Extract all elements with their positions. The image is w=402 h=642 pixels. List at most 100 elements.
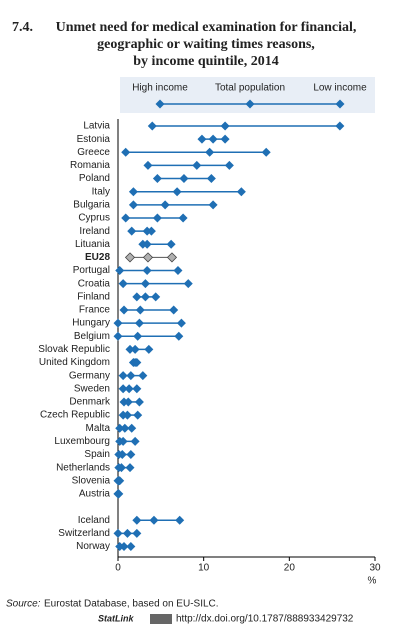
dot — [132, 292, 142, 302]
dot — [208, 134, 218, 144]
dot — [133, 331, 143, 341]
dot — [118, 371, 128, 381]
dot — [126, 541, 136, 551]
dot — [179, 174, 189, 184]
y-tick-label: Latvia — [83, 121, 110, 132]
dot — [166, 252, 178, 263]
dot — [146, 226, 156, 236]
dot — [224, 160, 234, 170]
dot — [166, 239, 176, 249]
dot — [115, 266, 125, 276]
x-axis-label: % — [368, 576, 377, 587]
dot — [205, 147, 215, 157]
y-tick-label: Romania — [70, 160, 110, 171]
dot — [113, 528, 123, 538]
dot — [125, 344, 135, 354]
legend-label: Total population — [215, 83, 285, 94]
y-tick-label: Ireland — [79, 226, 110, 237]
source-label: Source: — [6, 599, 41, 610]
dot — [126, 371, 136, 381]
legend-marker — [155, 99, 165, 109]
statlink: http://dx.doi.org/10.1787/888933429732 — [176, 614, 354, 625]
dot — [140, 279, 150, 289]
dot — [142, 252, 154, 263]
source: Eurostat Database, based on EU-SILC. — [44, 599, 219, 610]
y-tick-label: Cyprus — [78, 213, 110, 224]
y-tick-label: Austria — [79, 489, 111, 500]
x-tick-label: 10 — [198, 563, 210, 574]
dot — [116, 463, 126, 473]
dot — [133, 410, 143, 420]
statlink-icon — [150, 614, 172, 624]
y-tick-label: EU28 — [85, 252, 110, 263]
dot — [128, 187, 138, 197]
dot — [113, 331, 123, 341]
dot — [125, 463, 135, 473]
y-tick-label: Poland — [79, 173, 110, 184]
y-tick-label: Malta — [86, 423, 111, 434]
title-line: by income quintile, 2014 — [133, 54, 278, 69]
dot — [118, 384, 128, 394]
dot — [261, 147, 271, 157]
legend-box — [120, 77, 375, 113]
dot — [118, 436, 128, 446]
dot — [123, 397, 133, 407]
dot — [160, 200, 170, 210]
dot — [142, 239, 152, 249]
dot — [126, 450, 136, 459]
dot — [134, 318, 144, 328]
legend-label: Low income — [313, 83, 367, 94]
y-tick-label: Estonia — [77, 134, 111, 145]
dot — [174, 331, 184, 341]
dot — [122, 528, 132, 538]
dot — [132, 528, 142, 538]
y-tick-label: Italy — [92, 186, 110, 197]
legend-marker — [335, 99, 345, 109]
dot — [183, 279, 193, 289]
y-tick-label: Lituania — [75, 239, 110, 250]
title-line: Unmet need for medical examination for f… — [56, 20, 357, 35]
dot — [119, 305, 129, 315]
dot — [220, 134, 230, 144]
dot — [197, 134, 207, 144]
dot — [113, 318, 123, 328]
x-tick-label: 0 — [115, 563, 121, 574]
legend-marker — [245, 99, 255, 109]
y-tick-label: Netherlands — [56, 462, 110, 473]
dot — [178, 213, 188, 223]
dot — [120, 423, 130, 433]
dot — [144, 344, 154, 354]
dot — [138, 371, 148, 381]
dot — [118, 279, 128, 289]
dot — [208, 200, 218, 210]
dot — [147, 121, 157, 131]
dot — [132, 384, 142, 394]
legend-label: High income — [132, 83, 188, 94]
y-tick-label: Finland — [77, 291, 110, 302]
dot — [236, 187, 246, 197]
dot — [152, 213, 162, 223]
y-tick-label: Slovenia — [72, 475, 111, 486]
dot — [143, 160, 153, 170]
x-tick-label: 20 — [284, 563, 296, 574]
dot — [122, 410, 132, 420]
dot — [335, 121, 345, 131]
dot — [169, 305, 179, 315]
y-tick-label: France — [79, 305, 111, 316]
dot — [140, 292, 150, 302]
dot — [152, 174, 162, 184]
dot — [192, 160, 202, 170]
dot — [121, 147, 131, 157]
dot — [115, 476, 125, 486]
dot — [130, 436, 140, 446]
dot — [127, 423, 137, 433]
dot — [132, 358, 142, 368]
dot — [117, 450, 127, 459]
dot — [135, 305, 145, 315]
y-tick-label: Denmark — [69, 397, 111, 408]
dot — [121, 213, 131, 223]
y-tick-label: Hungary — [72, 318, 110, 329]
y-tick-label: Luxembourg — [54, 436, 110, 447]
dot — [173, 266, 183, 276]
